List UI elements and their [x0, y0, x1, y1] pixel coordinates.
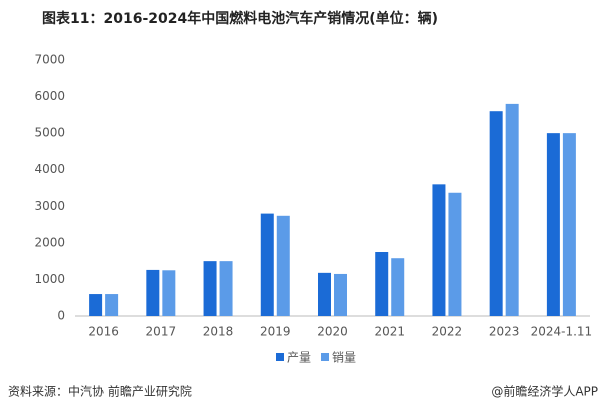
legend-swatch [321, 353, 330, 361]
bar [334, 273, 347, 316]
x-tick-label: 2019 [260, 325, 291, 339]
source-note: 资料来源：中汽协 前瞻产业研究院 [8, 384, 192, 399]
bar [375, 252, 389, 316]
y-tick-label: 2000 [34, 235, 65, 249]
x-tick-label: 2023 [489, 325, 520, 339]
chart-title: 图表11：2016-2024年中国燃料电池汽车产销情况(单位：辆) [42, 10, 438, 27]
bar [89, 294, 103, 316]
brand-note: @前瞻经济学人APP [491, 384, 598, 399]
bar [318, 272, 331, 316]
x-tick-label: 2024-1.11 [531, 325, 593, 339]
bar [276, 215, 290, 316]
legend-label: 产量 [287, 351, 311, 365]
legend-swatch [276, 353, 284, 361]
bar [203, 261, 217, 316]
y-tick-label: 4000 [34, 162, 65, 176]
bar [505, 103, 519, 316]
x-tick-label: 2016 [88, 325, 119, 339]
y-tick-label: 0 [57, 309, 65, 323]
y-tick-label: 3000 [34, 199, 65, 213]
bar [146, 269, 160, 316]
bar [432, 184, 446, 316]
y-tick-label: 6000 [34, 89, 65, 103]
y-tick-label: 1000 [34, 272, 65, 286]
bar [448, 192, 462, 316]
bar [105, 294, 119, 316]
x-tick-label: 2020 [317, 325, 348, 339]
bar [162, 270, 176, 316]
bar [391, 258, 405, 316]
bar [562, 133, 576, 316]
x-tick-label: 2017 [146, 325, 177, 339]
bar [489, 111, 503, 316]
legend-label: 销量 [332, 351, 356, 365]
y-tick-label: 7000 [34, 53, 65, 67]
bar [546, 133, 560, 316]
x-tick-label: 2018 [203, 325, 234, 339]
bar [219, 261, 233, 316]
y-tick-label: 5000 [34, 126, 65, 140]
bar [260, 213, 274, 316]
x-tick-label: 2022 [432, 325, 463, 339]
x-tick-label: 2021 [374, 325, 405, 339]
